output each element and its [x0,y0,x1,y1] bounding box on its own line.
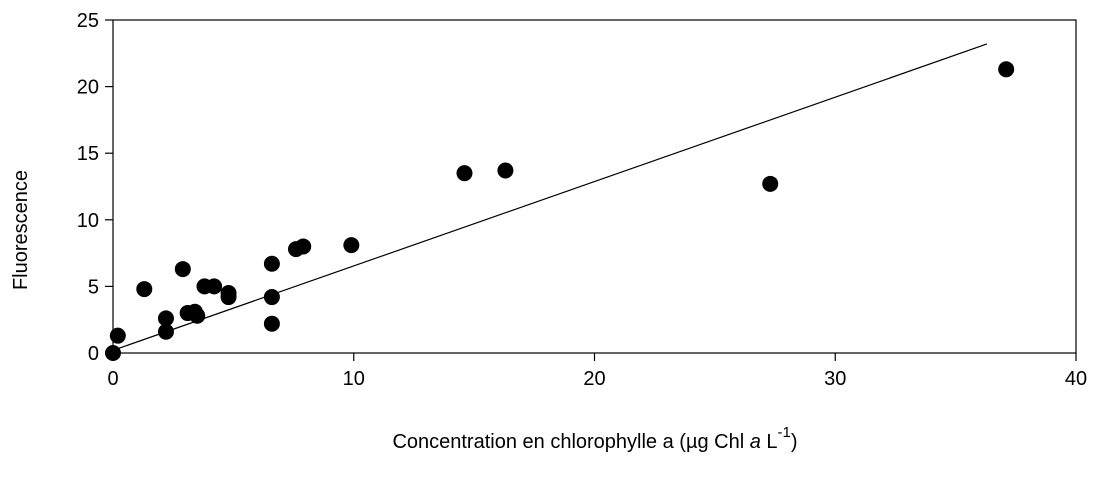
data-point [157,310,174,327]
data-point [998,61,1015,78]
plot-border [112,19,1077,354]
y-tick-label: 0 [88,343,99,365]
data-point [343,237,360,254]
y-tick-label: 10 [77,210,99,232]
x-tick-label: 0 [107,368,118,390]
x-axis-ticks: 0 10 20 30 40 [107,353,1087,390]
y-axis-ticks: 0 5 10 15 20 25 [77,10,113,365]
data-point [295,238,312,255]
x-tick-label: 20 [583,368,605,390]
data-point [263,289,280,306]
data-point [136,281,153,298]
x-axis-title-superscript: -1 [778,424,791,441]
data-point [762,175,779,192]
y-tick-label: 15 [77,143,99,165]
data-points [105,61,1015,361]
data-point [109,327,126,344]
data-point [174,261,191,278]
x-axis-title-italic: a [750,431,761,453]
data-point [263,315,280,332]
y-axis-title: Fluorescence [10,170,32,290]
data-point [263,255,280,272]
data-point [206,278,223,295]
data-point [220,285,237,302]
data-point [189,307,206,324]
regression-line [112,43,988,351]
plot-area [112,19,1077,354]
x-axis-title-unit: L [761,431,778,453]
y-tick-label: 5 [88,276,99,298]
x-axis-title-prefix: Concentration en chlorophylle a (µg Chl [392,431,749,453]
data-point [157,323,174,340]
y-tick-label: 20 [77,77,99,99]
x-axis-title-suffix: ) [791,431,798,453]
trendline-layer [112,43,988,351]
x-tick-label: 40 [1065,368,1087,390]
x-tick-label: 30 [824,368,846,390]
data-point [456,165,473,182]
x-tick-label: 10 [343,368,365,390]
data-point [497,162,514,179]
x-axis-title: Concentration en chlorophylle a (µg Chl … [392,424,797,453]
y-tick-label: 25 [77,10,99,32]
